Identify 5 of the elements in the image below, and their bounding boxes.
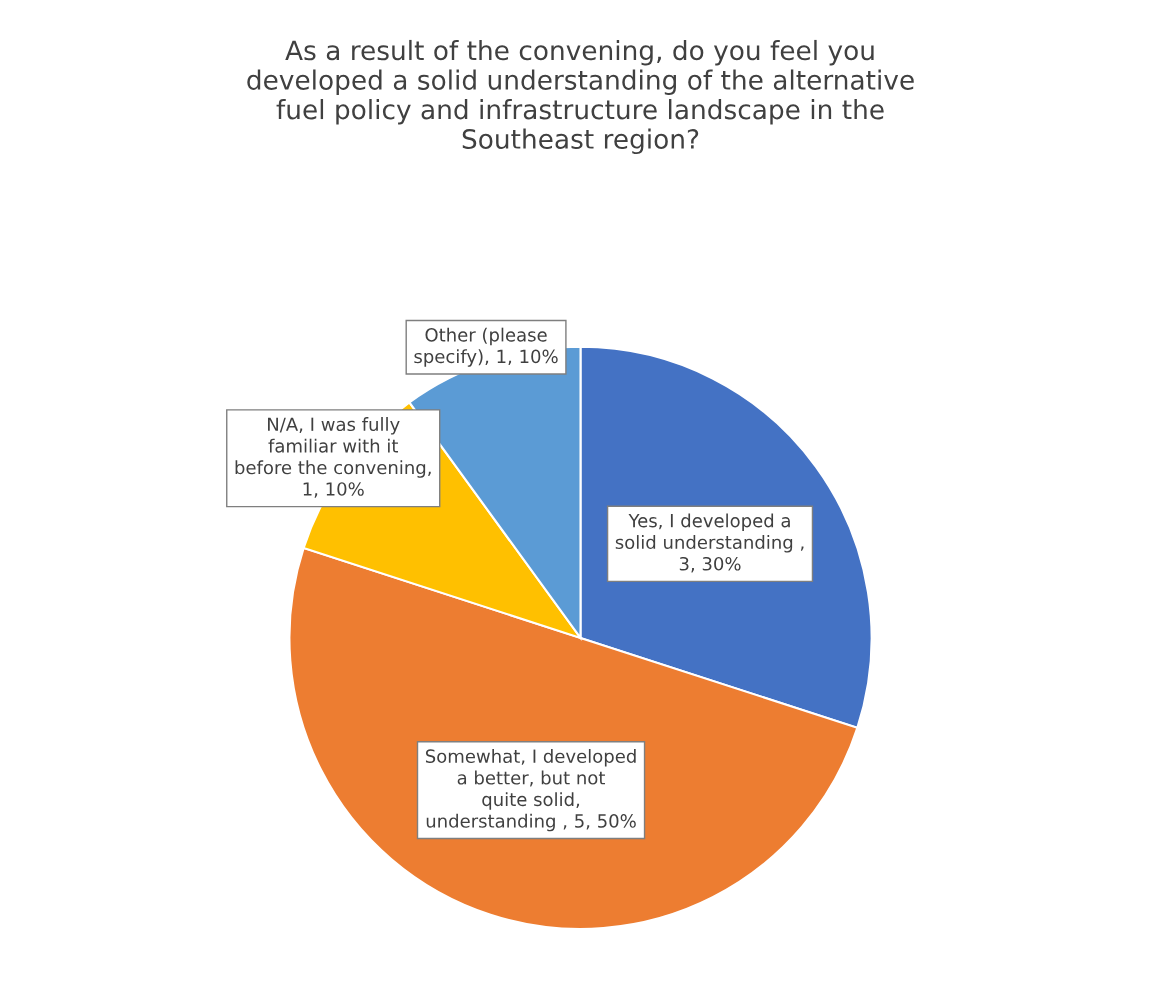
slice-label: Somewhat, I developed a better, but not quite solid, understanding , 5, 50% xyxy=(425,749,636,832)
slice-label: Yes, I developed a solid understanding , 3, 30% xyxy=(615,513,804,573)
slice-label: Other (please specify), 1, 10% xyxy=(414,327,558,367)
slice-label: N/A, I was fully familiar with it before the convening, 1, 10% xyxy=(235,417,431,498)
chart-title: As a result of the convening, do you feel you developed a solid understanding of the alternative fuel policy and infrastructure landscape in the Southeast region? xyxy=(247,39,914,155)
